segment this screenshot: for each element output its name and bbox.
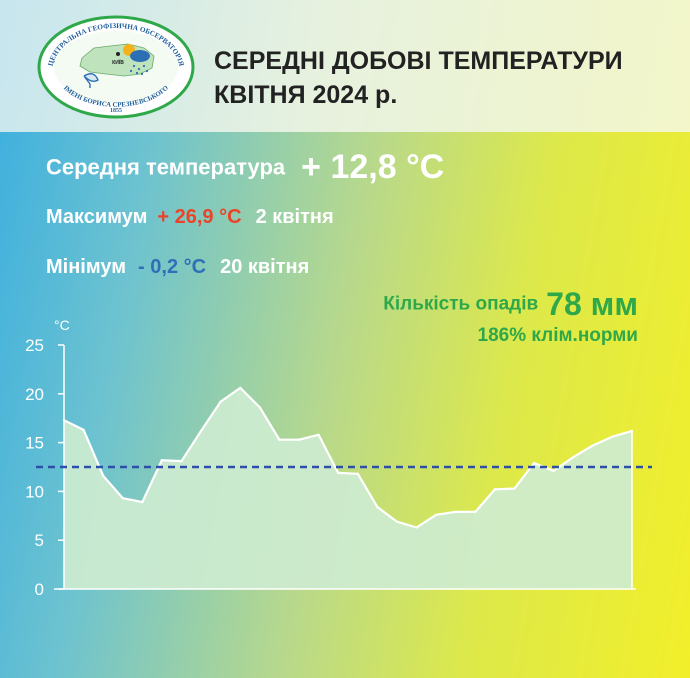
average-temperature: Середня температура + 12,8 °C <box>46 148 444 187</box>
title-line-1: СЕРЕДНІ ДОБОВІ ТЕМПЕРАТУРИ <box>214 47 623 75</box>
cloud-icon <box>130 50 150 62</box>
y-tick-label: 10 <box>25 482 44 501</box>
data-point <box>141 500 144 504</box>
data-point <box>513 487 516 490</box>
y-axis-unit: °C <box>54 317 70 333</box>
y-tick-label: 25 <box>25 336 44 355</box>
data-point <box>454 510 457 514</box>
precipitation-percent: 186% клім.норми <box>477 325 638 346</box>
maximum-label: Максимум <box>46 206 148 228</box>
data-point <box>572 456 575 459</box>
logo-city-label: КИЇВ <box>112 59 124 66</box>
logo-year: 1855 <box>110 108 122 114</box>
temperature-area <box>64 387 632 589</box>
minimum-date: 20 квітня <box>220 256 310 278</box>
data-point <box>493 488 497 491</box>
data-point <box>180 459 183 463</box>
data-point <box>258 406 262 409</box>
antenna-icon <box>83 73 99 85</box>
data-point <box>376 505 379 509</box>
observatory-logo: ЦЕНТРАЛЬНА ГЕОФІЗИЧНА ОБСЕРВАТОРІЯ ІМЕНІ… <box>37 15 195 119</box>
data-point <box>82 428 85 432</box>
data-point <box>337 471 340 475</box>
data-point <box>219 400 222 403</box>
y-tick-label: 5 <box>35 531 44 550</box>
average-label: Середня температура <box>46 154 286 180</box>
minimum-label: Мінімум <box>46 256 127 278</box>
precipitation-value: 78 мм <box>546 286 638 322</box>
data-point <box>297 438 301 441</box>
data-point <box>552 469 555 473</box>
minimum-value: - 0,2 °C <box>138 256 207 278</box>
rain-icon <box>129 64 149 76</box>
page-title: СЕРЕДНІ ДОБОВІ ТЕМПЕРАТУРИ КВІТНЯ 2024 р… <box>214 44 623 112</box>
data-point <box>102 474 105 477</box>
y-tick-label: 15 <box>25 434 44 453</box>
minimum-temperature: Мінімум - 0,2 °C 20 квітня <box>46 256 309 279</box>
kyiv-dot-icon <box>116 52 120 56</box>
data-point <box>199 429 203 433</box>
data-point <box>160 459 164 462</box>
maximum-value: + 26,9 °C <box>157 206 242 228</box>
data-point <box>415 526 418 529</box>
title-line-2: КВІТНЯ 2024 р. <box>214 81 398 109</box>
temperature-chart: °C 0 5 10 15 20 25 <box>25 317 652 599</box>
header-band: ЦЕНТРАЛЬНА ГЕОФІЗИЧНА ОБСЕРВАТОРІЯ ІМЕНІ… <box>0 0 690 132</box>
data-point <box>278 438 281 441</box>
data-point <box>591 444 594 447</box>
precipitation-label: Кількість опадів <box>383 293 539 315</box>
data-point <box>474 510 477 514</box>
maximum-date: 2 квітня <box>255 206 334 228</box>
maximum-temperature: Максимум + 26,9 °C 2 квітня <box>46 206 334 229</box>
precipitation: Кількість опадів 78 мм 186% клім.норми <box>383 286 638 347</box>
y-tick-label: 20 <box>25 385 44 404</box>
data-point <box>317 433 320 436</box>
data-point <box>611 435 614 438</box>
data-point <box>434 513 438 516</box>
data-point <box>356 472 359 475</box>
data-point <box>239 386 242 390</box>
average-value: + 12,8 °C <box>301 148 445 186</box>
data-point <box>395 520 399 523</box>
data-point <box>532 461 536 465</box>
y-tick-label: 0 <box>35 580 44 599</box>
data-point <box>121 497 125 500</box>
